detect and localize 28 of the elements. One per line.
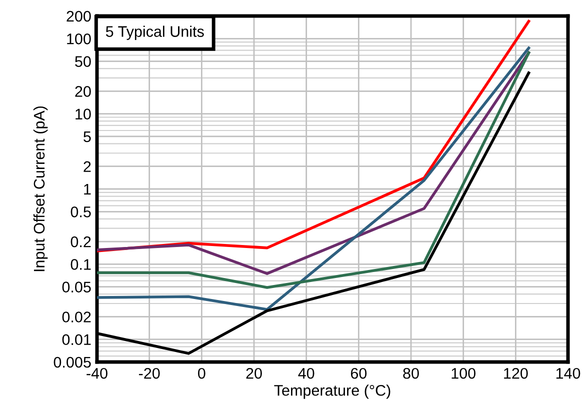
y-tick-label: 0.5 [70,206,91,218]
y-tick-label: 0.05 [62,282,91,292]
y-tick-label: 50 [75,56,91,67]
y-tick-label: 20 [75,86,91,97]
x-axis-title: Temperature (°C) [274,384,390,399]
x-tick-label: 0 [198,368,206,379]
y-tick-label: 0.01 [62,334,91,346]
x-tick-label: 120 [504,368,528,379]
y-tick-label: 200 [66,10,91,22]
y-tick-label: 0.1 [70,259,91,270]
x-tick-label: 80 [403,368,419,379]
x-tick-label: 40 [298,368,314,379]
y-tick-label: 10 [76,108,91,120]
annotation: 5 Typical Units [106,26,204,40]
x-tick-label: 60 [350,368,367,379]
y-tick-label: 0.2 [70,236,91,248]
y-tick-label: 1 [84,184,91,195]
y-axis-title: Input Offset Current (pA) [33,106,48,272]
x-tick-label: 140 [556,368,580,379]
x-tick-label: 100 [452,368,476,379]
x-tick-label: -20 [138,368,160,379]
y-tick-label: 5 [84,131,91,142]
y-tick-label: 100 [67,34,91,44]
y-tick-label: 0.005 [54,356,91,368]
y-tick-label: 0.02 [62,312,91,322]
x-tick-label: -40 [86,368,108,379]
x-tick-label: 20 [246,368,262,379]
y-tick-label: 2 [84,161,91,172]
